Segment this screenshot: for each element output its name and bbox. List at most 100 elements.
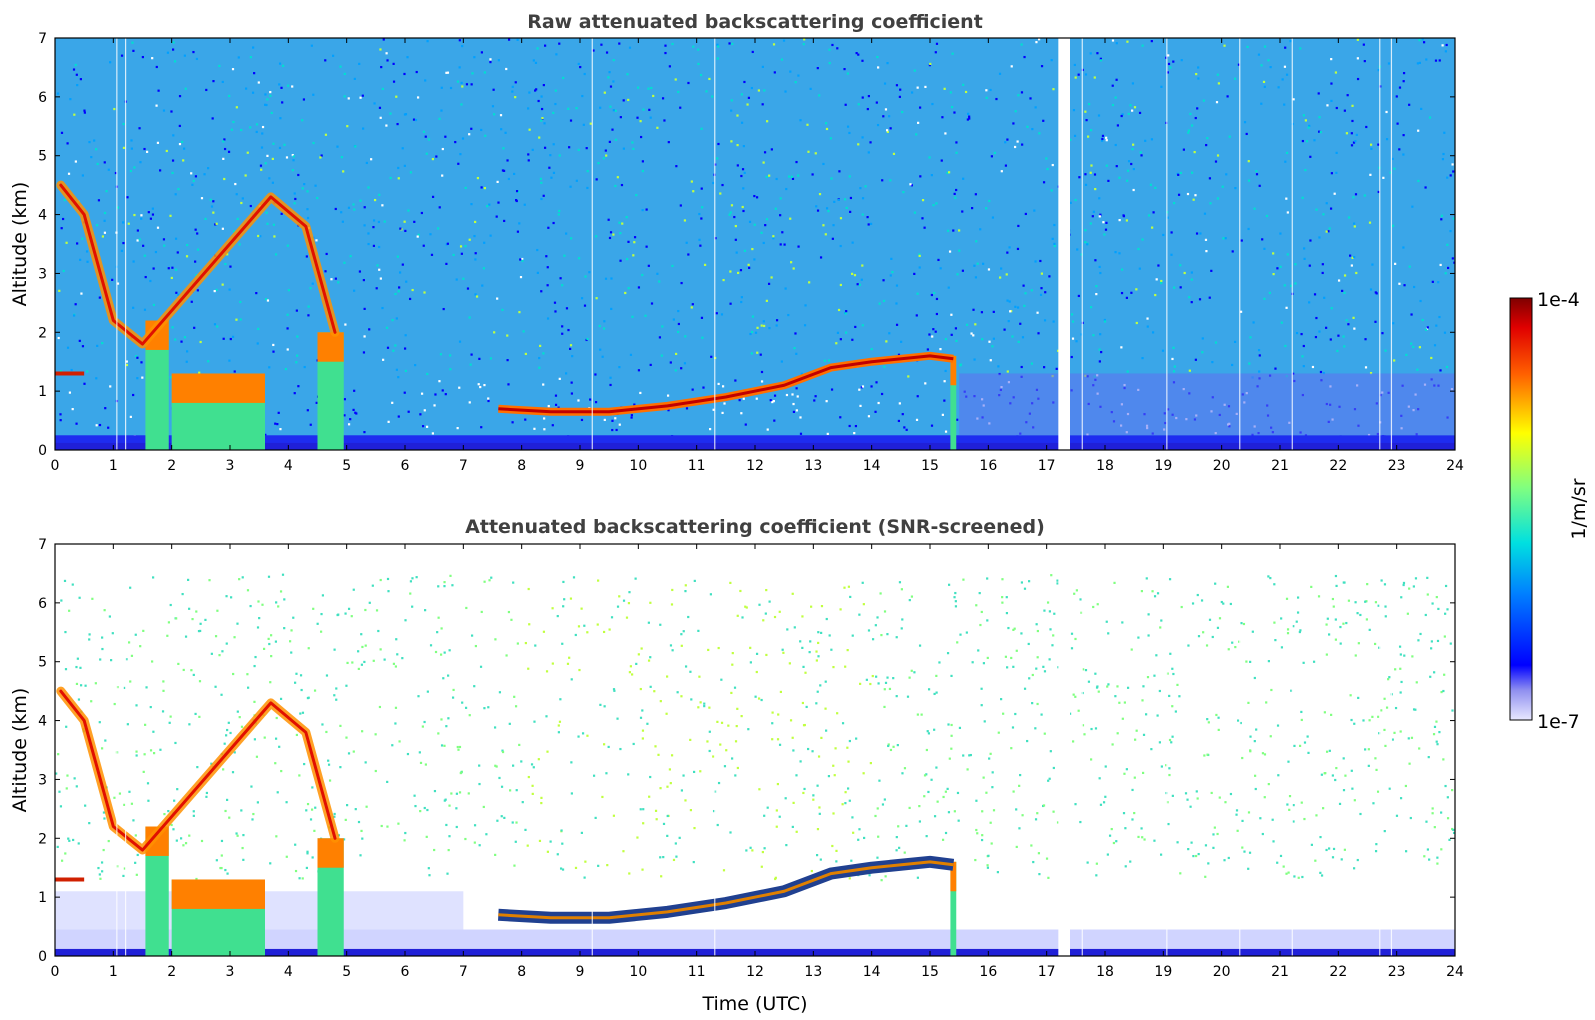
noise-pixel [180, 340, 183, 343]
noise-pixel [543, 146, 547, 149]
noise-pixel [268, 177, 271, 180]
noise-pixel [359, 854, 362, 857]
noise-pixel [771, 722, 774, 725]
noise-pixel [599, 703, 602, 706]
noise-pixel [74, 160, 77, 163]
noise-pixel [885, 129, 889, 132]
x-tick-label: 19 [1154, 458, 1172, 474]
noise-pixel [261, 132, 264, 135]
noise-pixel [552, 143, 555, 146]
noise-pixel [403, 220, 406, 223]
noise-pixel [129, 415, 132, 418]
noise-pixel [422, 244, 425, 247]
noise-pixel [944, 338, 947, 341]
noise-pixel [666, 394, 670, 397]
noise-pixel [190, 669, 193, 672]
noise-pixel [709, 427, 712, 431]
dropout-line [714, 38, 716, 450]
noise-pixel [954, 605, 958, 608]
noise-pixel [687, 81, 690, 85]
noise-pixel [1018, 784, 1021, 787]
noise-pixel [857, 103, 860, 106]
noise-pixel [347, 206, 351, 209]
noise-pixel [1201, 337, 1204, 340]
noise-pixel [612, 109, 615, 112]
y-tick-label: 6 [38, 90, 47, 106]
noise-pixel [1258, 354, 1261, 357]
noise-pixel [1189, 112, 1192, 116]
noise-pixel [64, 630, 67, 634]
noise-pixel [603, 743, 606, 746]
noise-pixel [378, 268, 381, 271]
noise-pixel [561, 642, 564, 645]
noise-pixel [986, 619, 989, 622]
noise-pixel [729, 270, 732, 273]
noise-pixel [392, 80, 396, 83]
noise-pixel [832, 665, 835, 669]
bottom-panel-title: Attenuated backscattering coefficient (S… [465, 516, 1045, 538]
noise-pixel [1024, 292, 1027, 295]
noise-pixel [1203, 754, 1206, 757]
noise-pixel [861, 197, 865, 200]
noise-pixel [1212, 833, 1215, 836]
noise-pixel [200, 839, 204, 843]
noise-pixel [1122, 214, 1125, 217]
noise-pixel [422, 130, 426, 133]
noise-pixel [380, 65, 383, 69]
noise-pixel [546, 266, 549, 269]
noise-pixel [852, 831, 855, 834]
noise-pixel [882, 115, 885, 118]
noise-pixel [958, 229, 961, 232]
noise-pixel [575, 179, 578, 182]
noise-pixel [856, 283, 859, 286]
noise-pixel [1111, 39, 1115, 42]
noise-pixel [1095, 285, 1098, 288]
noise-pixel [413, 220, 416, 223]
noise-pixel [901, 618, 904, 621]
noise-pixel [337, 281, 340, 284]
noise-pixel [1030, 844, 1033, 847]
noise-pixel [1368, 221, 1372, 224]
noise-pixel [953, 596, 956, 599]
noise-pixel [260, 168, 263, 171]
noise-pixel [426, 40, 429, 43]
noise-pixel [76, 84, 79, 87]
noise-pixel [212, 200, 215, 203]
noise-pixel [1016, 247, 1020, 251]
noise-pixel [1151, 331, 1155, 334]
x-tick-label: 3 [226, 964, 235, 980]
noise-pixel [1050, 574, 1053, 577]
noise-pixel [685, 241, 688, 244]
noise-pixel [145, 150, 149, 153]
noise-pixel [79, 258, 82, 261]
noise-pixel [818, 94, 821, 97]
noise-pixel [698, 675, 701, 678]
noise-pixel [152, 576, 155, 579]
noise-pixel [1286, 628, 1290, 631]
noise-pixel [1168, 578, 1172, 581]
noise-pixel [815, 659, 818, 662]
noise-pixel [440, 627, 443, 630]
noise-pixel [1326, 617, 1329, 620]
noise-pixel [1427, 756, 1430, 759]
noise-pixel [181, 140, 184, 144]
noise-pixel [701, 336, 704, 339]
noise-pixel [1352, 316, 1355, 319]
noise-pixel [1420, 107, 1423, 111]
noise-pixel [627, 602, 631, 605]
noise-pixel [944, 790, 947, 793]
noise-pixel [151, 213, 155, 216]
noise-pixel [251, 818, 254, 821]
noise-pixel [152, 752, 156, 755]
noise-pixel [982, 662, 986, 665]
noise-pixel [1365, 125, 1368, 129]
noise-pixel [296, 354, 299, 357]
noise-pixel [461, 44, 464, 48]
noise-pixel [490, 576, 493, 579]
noise-pixel [77, 698, 81, 701]
noise-pixel [437, 616, 440, 619]
noise-pixel [1121, 621, 1124, 624]
noise-pixel [1142, 685, 1145, 688]
noise-pixel [274, 762, 277, 765]
noise-pixel [1208, 618, 1212, 621]
